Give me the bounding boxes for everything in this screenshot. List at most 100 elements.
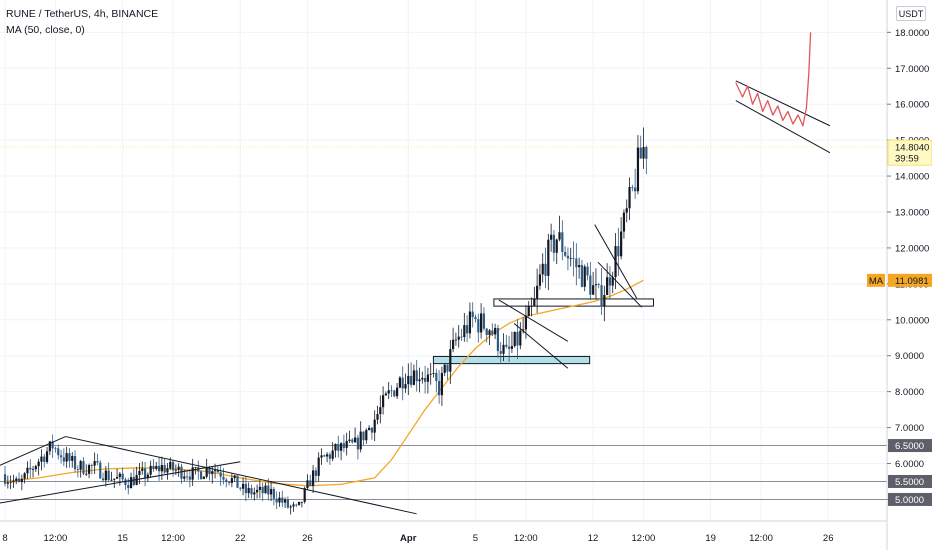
candle-body [311,470,315,487]
candle-body [583,266,586,287]
time-tick-label: 15 [117,533,128,544]
candle-body [26,467,29,474]
candle-body [415,370,418,382]
candle-body [373,419,376,433]
candle-body [325,454,329,457]
candle-body [185,476,189,478]
candle-body [513,331,516,347]
indicator-label[interactable]: MA (50, close, 0) [6,24,85,36]
candle-body [460,336,463,338]
candle-body [603,294,606,307]
candle-body [292,504,295,507]
candle-body [642,147,645,159]
candle-body [57,448,60,456]
candle-body [485,328,488,335]
candle-body [143,468,147,479]
candle-body [29,467,32,470]
horizontal-levels [0,146,887,500]
candle-body [611,277,614,286]
candle-body [96,461,99,463]
candle-body [222,476,225,480]
candle-body [639,147,642,159]
candle-body [561,232,564,253]
candle-body [297,501,301,505]
trend-line [498,299,569,342]
candle-body [471,311,474,318]
candle-body [424,377,427,382]
time-tick-label: 19 [705,533,716,544]
candle-body [443,364,446,373]
candle-body [468,311,472,334]
projection-path [735,32,812,127]
candle-body [6,482,9,484]
candle-body [510,346,514,349]
candle-body [345,440,348,448]
candle-body [85,473,88,475]
candle-body [177,466,180,470]
price-tick-label: 9.0000 [895,351,924,362]
candle-body [174,469,177,471]
candle-body [79,461,82,470]
price-tick-label: 6.0000 [895,459,924,470]
candle-body [446,364,449,372]
ma-tag-badge [867,273,885,287]
candle-body [160,465,163,472]
candle-body [110,479,113,481]
candle-body [205,467,208,477]
candle-body [494,327,497,335]
candle-body [141,468,144,471]
currency-button[interactable]: USDT [896,6,926,21]
candle-body [68,453,71,461]
ma-value-tag [888,273,932,287]
candle-body [522,329,525,331]
candle-body [219,472,222,477]
candle-body [628,187,631,209]
candle-body [261,486,264,494]
candle-body [429,373,432,375]
candle-body [127,485,130,489]
candle-body [449,349,452,372]
candle-body [323,455,326,457]
candle-body [365,429,368,441]
candle-body [208,467,211,475]
candle-body [404,384,407,389]
candle-body [412,370,416,385]
candle-body [272,488,275,499]
time-tick-label: Apr [400,533,417,544]
candle-body [499,351,502,354]
candle-body [213,470,217,472]
candle-body [393,390,396,397]
ma-value-label: 11.0981 [895,276,929,287]
zone-rectangle [493,298,654,307]
level-price-tag [888,439,932,453]
current-price-tag [887,139,932,166]
time-tick-label: 22 [235,533,246,544]
candle-body [435,372,438,382]
time-tick-label: 12:00 [161,533,185,544]
symbol-title[interactable]: RUNE / TetherUS, 4h, BINANCE [6,8,159,20]
candle-body [536,285,539,299]
candle-body [600,285,603,307]
candle-body [54,448,57,450]
ma-tag-label: MA [869,276,884,287]
candle-body [303,488,306,502]
time-tick-label: 26 [302,533,313,544]
projection-drawing [735,32,812,127]
candle-body [314,470,317,476]
time-tick-label: 8 [2,533,7,544]
candle-body [564,252,567,256]
candle-body [101,478,105,481]
candle-body [62,457,65,462]
candle-body [23,473,26,479]
candle-body [267,485,270,495]
time-tick-label: 12 [588,533,599,544]
candle-body [211,471,214,475]
candle-body [169,461,172,469]
candle-body [530,305,533,307]
candle-body [625,208,628,213]
candle-body [454,339,458,341]
candle-body [82,461,85,474]
